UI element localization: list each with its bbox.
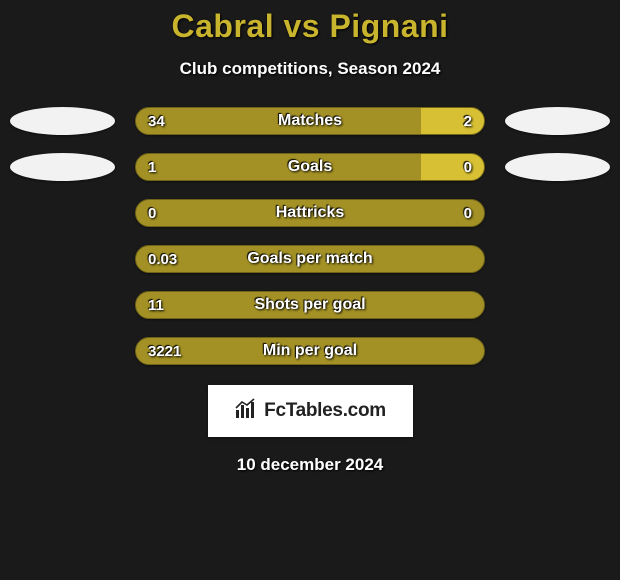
bar-value-left: 34 bbox=[136, 108, 177, 134]
comparison-area: 342Matches 10Goals 0 0Hattricks 0.03Goals pe… bbox=[0, 107, 620, 365]
logo-box: FcTables.com bbox=[208, 385, 413, 437]
subtitle: Club competitions, Season 2024 bbox=[0, 59, 620, 79]
bar-label: Min per goal bbox=[136, 338, 484, 364]
bar-fill-right bbox=[421, 108, 484, 134]
bar-label: Goals per match bbox=[136, 246, 484, 272]
bar-label: Shots per goal bbox=[136, 292, 484, 318]
bar-value-right: 0 bbox=[452, 200, 484, 226]
stat-bar: 10Goals bbox=[135, 153, 485, 181]
stat-bar: 11Shots per goal bbox=[135, 291, 485, 319]
logo-text: FcTables.com bbox=[264, 400, 386, 422]
bar-value-left: 0 bbox=[136, 200, 168, 226]
avatar bbox=[10, 107, 115, 135]
stat-bar: 0 0Hattricks bbox=[135, 199, 485, 227]
title-player2: Pignani bbox=[329, 8, 448, 44]
page-title: Cabral vs Pignani bbox=[0, 8, 620, 45]
bar-value-left: 3221 bbox=[136, 338, 193, 364]
stat-bar: 0.03Goals per match bbox=[135, 245, 485, 273]
avatar-column-right bbox=[505, 107, 610, 181]
bar-value-left: 11 bbox=[136, 292, 176, 318]
bar-label: Hattricks bbox=[136, 200, 484, 226]
infographic-root: Cabral vs Pignani Club competitions, Sea… bbox=[0, 0, 620, 475]
date-label: 10 december 2024 bbox=[0, 455, 620, 475]
avatar bbox=[505, 153, 610, 181]
bar-fill-right bbox=[421, 154, 484, 180]
bar-value-left: 0.03 bbox=[136, 246, 189, 272]
bars-list: 342Matches 10Goals 0 0Hattricks 0.03Goals pe… bbox=[135, 107, 485, 365]
stat-bar: 3221Min per goal bbox=[135, 337, 485, 365]
bar-value-left: 1 bbox=[136, 154, 168, 180]
avatar-column-left bbox=[10, 107, 115, 181]
avatar bbox=[10, 153, 115, 181]
chart-icon bbox=[234, 398, 260, 425]
title-vs: vs bbox=[283, 8, 320, 44]
stat-bar: 342Matches bbox=[135, 107, 485, 135]
title-player1: Cabral bbox=[171, 8, 274, 44]
avatar bbox=[505, 107, 610, 135]
